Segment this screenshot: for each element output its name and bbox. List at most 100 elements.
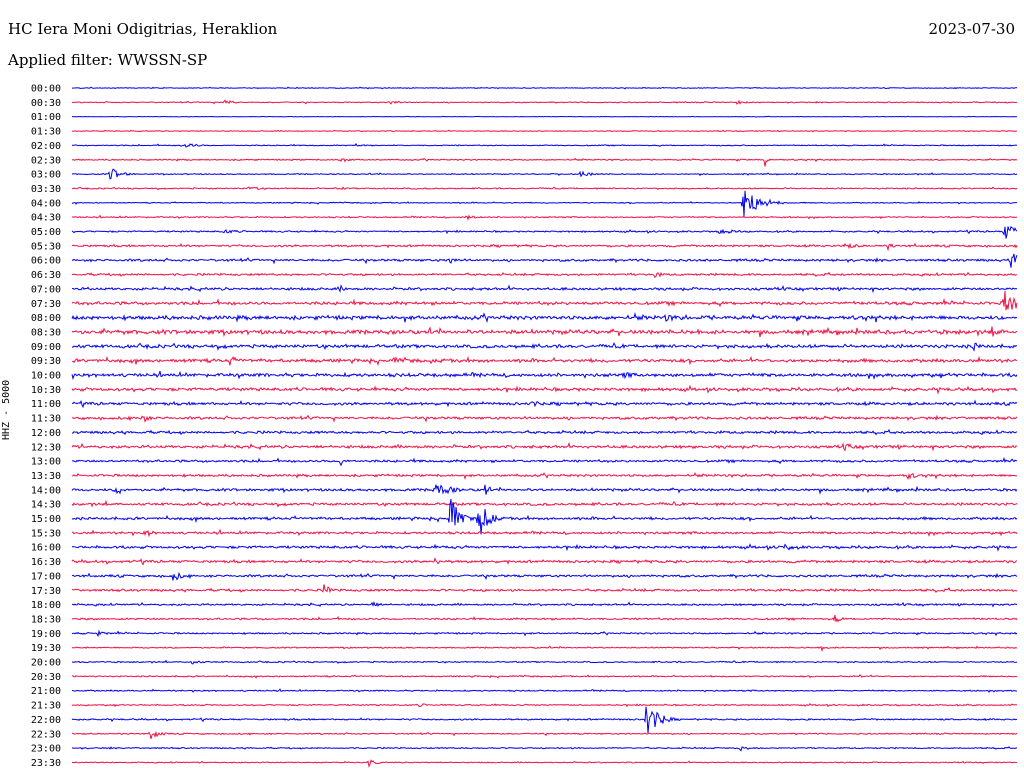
- row-time-label: 07:00: [31, 284, 61, 295]
- seismic-trace-line: [71, 499, 1018, 535]
- row-time-label: 06:00: [31, 256, 61, 267]
- row-time-label: 05:30: [31, 241, 61, 252]
- row-time-label: 17:00: [31, 571, 61, 582]
- seismic-trace-line: [71, 271, 1018, 279]
- row-time-label: 21:00: [31, 686, 61, 697]
- seismic-trace-line: [71, 290, 1018, 311]
- seismic-trace-line: [71, 312, 1018, 324]
- seismic-trace-line: [71, 190, 1018, 217]
- seismic-trace-line: [71, 614, 1018, 623]
- row-time-label: 22:30: [31, 729, 61, 740]
- row-time-label: 15:30: [31, 528, 61, 539]
- seismic-trace-line: [72, 414, 1018, 423]
- row-time-label: 12:00: [31, 428, 61, 439]
- seismic-trace-line: [71, 730, 1018, 740]
- row-time-label: 12:30: [31, 442, 61, 453]
- seismic-trace-line: [71, 457, 1018, 467]
- seismic-trace-line: [71, 759, 1018, 768]
- seismic-trace-line: [72, 86, 1018, 90]
- row-time-label: 13:30: [31, 471, 61, 482]
- row-time-label: 19:00: [31, 629, 61, 640]
- seismic-trace-line: [71, 242, 1018, 252]
- seismic-trace-line: [71, 441, 1018, 452]
- seismic-trace-line: [71, 659, 1018, 665]
- row-time-label: 02:30: [31, 155, 61, 166]
- seismic-trace-line: [71, 326, 1018, 338]
- row-time-label: 15:00: [31, 514, 61, 525]
- row-time-label: 19:30: [31, 643, 61, 654]
- row-time-label: 16:30: [31, 557, 61, 568]
- seismic-trace-line: [71, 601, 1017, 608]
- row-time-label: 22:00: [31, 715, 61, 726]
- row-time-label: 08:30: [31, 327, 61, 338]
- seismic-trace-line: [71, 557, 1018, 566]
- row-time-label: 20:30: [31, 672, 61, 683]
- seismic-trace-line: [71, 543, 1018, 552]
- seismic-trace-line: [71, 129, 1018, 133]
- row-time-label: 03:00: [31, 170, 61, 181]
- row-time-label: 05:00: [31, 227, 61, 238]
- seismic-trace-line: [71, 253, 1018, 268]
- seismic-trace-line: [71, 384, 1018, 395]
- seismic-trace-line: [71, 186, 1018, 191]
- seismic-trace-line: [71, 746, 1018, 752]
- seismic-trace-line: [71, 342, 1018, 352]
- seismic-trace-line: [71, 528, 1018, 538]
- seismic-trace-line: [71, 99, 1018, 105]
- seismic-trace-line: [71, 370, 1018, 381]
- seismic-trace-line: [71, 472, 1018, 481]
- seismic-trace-line: [71, 428, 1018, 436]
- row-time-label: 04:30: [31, 213, 61, 224]
- row-time-label: 17:30: [31, 586, 61, 597]
- seismic-trace-line: [72, 645, 1017, 653]
- row-time-label: 13:00: [31, 457, 61, 468]
- seismic-trace-line: [71, 214, 1018, 221]
- seismic-trace-line: [71, 115, 1017, 118]
- row-time-label: 18:00: [31, 600, 61, 611]
- row-time-label: 20:00: [31, 658, 61, 669]
- row-time-label: 23:30: [31, 758, 61, 769]
- row-time-label: 04:00: [31, 198, 61, 209]
- row-time-label: 09:00: [31, 342, 61, 353]
- row-time-label: 16:00: [31, 543, 61, 554]
- row-time-label: 09:30: [31, 356, 61, 367]
- station-title: HC Iera Moni Odigitrias, Heraklion: [8, 20, 278, 38]
- seismic-trace-line: [71, 706, 1018, 734]
- row-time-label: 02:00: [31, 141, 61, 152]
- seismic-trace-line: [71, 499, 1018, 508]
- row-time-label: 01:30: [31, 127, 61, 138]
- row-time-label: 08:00: [31, 313, 61, 324]
- row-time-label: 00:30: [31, 98, 61, 109]
- row-time-label: 14:00: [31, 485, 61, 496]
- seismic-trace-line: [71, 571, 1018, 581]
- seismic-trace-line: [71, 629, 1018, 638]
- seismic-trace-line: [71, 484, 1018, 495]
- row-time-label: 07:30: [31, 299, 61, 310]
- row-time-label: 18:30: [31, 614, 61, 625]
- seismic-trace-line: [71, 284, 1018, 294]
- row-time-label: 03:30: [31, 184, 61, 195]
- seismic-trace-line: [71, 225, 1018, 239]
- row-time-label: 01:00: [31, 112, 61, 123]
- seismic-trace-line: [71, 168, 1018, 180]
- row-time-label: 11:00: [31, 399, 61, 410]
- row-time-label: 06:30: [31, 270, 61, 281]
- row-time-label: 10:30: [31, 385, 61, 396]
- seismic-trace-line: [71, 157, 1018, 167]
- seismic-trace-line: [71, 703, 1018, 708]
- row-time-label: 11:30: [31, 414, 61, 425]
- seismic-trace-line: [71, 688, 1018, 694]
- seismic-trace-line: [71, 142, 1018, 148]
- row-time-label: 23:00: [31, 744, 61, 755]
- seismic-trace-line: [71, 673, 1018, 679]
- row-time-label: 10:00: [31, 371, 61, 382]
- seismic-trace-line: [71, 399, 1018, 409]
- date-label: 2023-07-30: [928, 20, 1015, 38]
- seismic-trace-line: [71, 355, 1017, 367]
- filter-label: Applied filter: WWSSN-SP: [8, 51, 208, 69]
- row-time-label: 21:30: [31, 701, 61, 712]
- row-time-label: 14:30: [31, 500, 61, 511]
- row-time-label: 00:00: [31, 84, 61, 95]
